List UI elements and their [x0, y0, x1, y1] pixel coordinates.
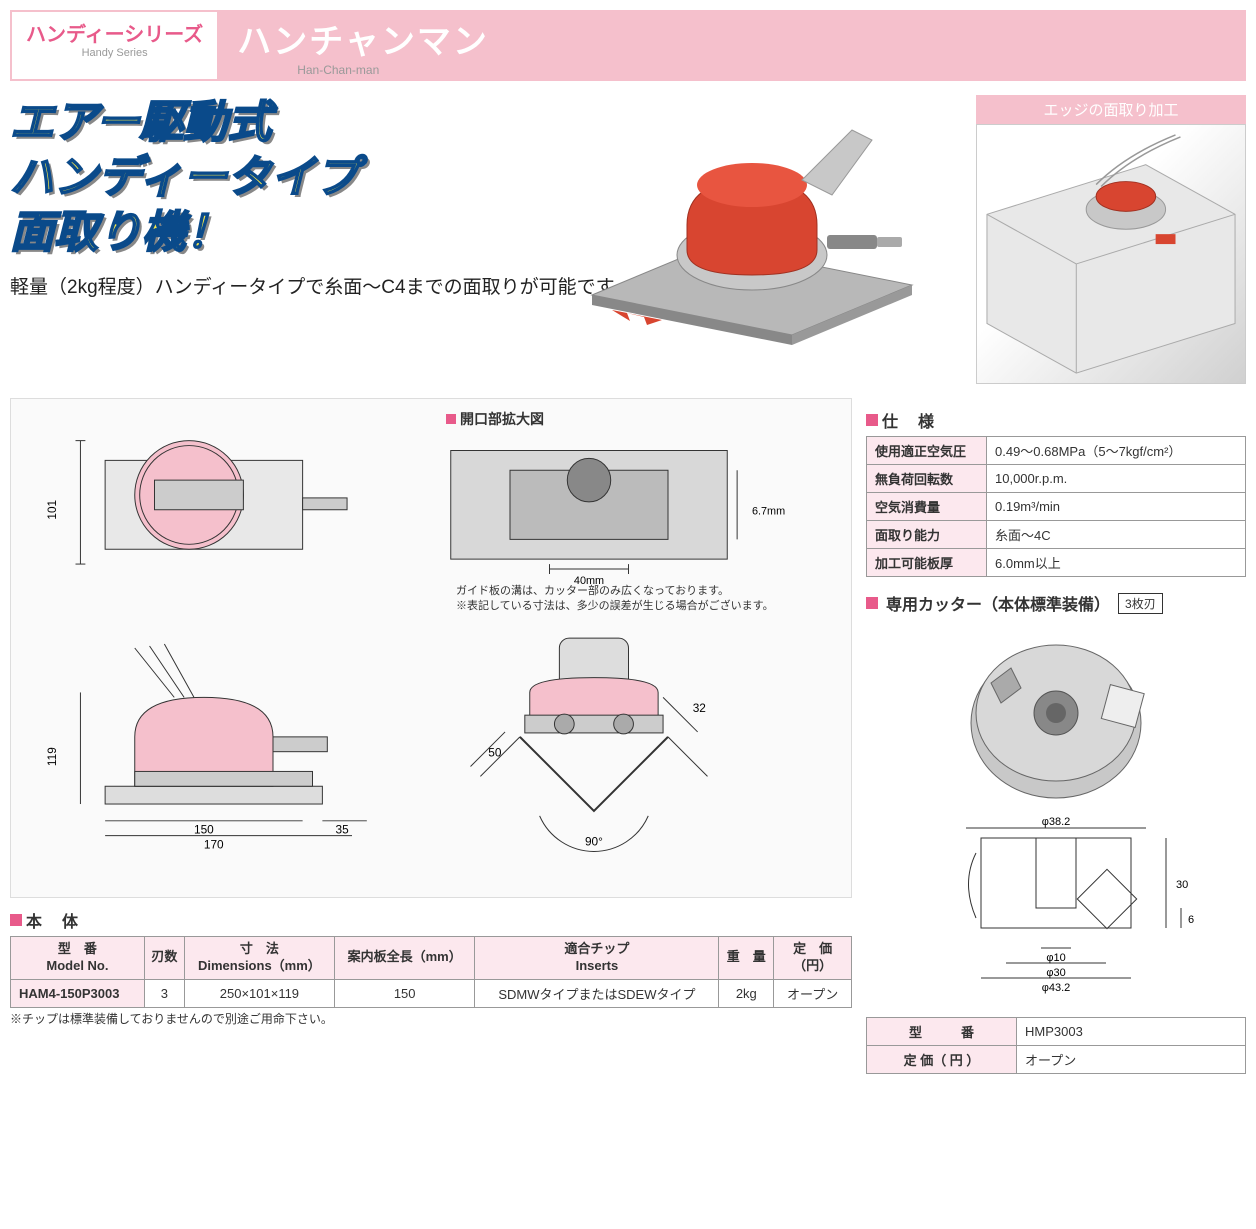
cutter-label: 専用カッター（本体標準装備）: [886, 591, 1110, 615]
cutter-diagram: φ38.2 30 6 φ10 φ30 φ43.2: [866, 623, 1246, 1013]
main-body-label: 本 体: [10, 908, 852, 932]
hero-line2: ハンディータイプ: [10, 153, 359, 202]
cell-weight: 2kg: [719, 979, 774, 1007]
diag-note1: ガイド板の溝は、カッター部のみ広くなっております。: [456, 584, 774, 599]
cutter-badge: 3枚刃: [1118, 593, 1163, 614]
pink-square-icon: [446, 414, 456, 424]
dimension-diagrams: 101 40mm 6.7mm: [10, 398, 852, 898]
col-blades: 刃数: [144, 937, 184, 980]
svg-text:6: 6: [1188, 914, 1194, 926]
title-box: ハンチャンマン Han-Chan-man: [219, 10, 1246, 81]
col-weight: 重 量: [719, 937, 774, 980]
svg-text:90°: 90°: [585, 835, 603, 849]
spec-text: 仕 様: [882, 408, 936, 432]
page-header: ハンディーシリーズ Handy Series ハンチャンマン Han-Chan-…: [10, 10, 1246, 81]
opening-text: 開口部拡大図: [460, 409, 544, 429]
edge-box: エッジの面取り加工: [976, 95, 1246, 384]
svg-text:32: 32: [693, 701, 706, 715]
right-column: 仕 様 使用適正空気圧0.49～0.68MPa（5～7kgf/cm²） 無負荷回…: [866, 398, 1246, 1074]
main-body-note: ※チップは標準装備しておりませんので別途ご用命下さい。: [10, 1010, 852, 1027]
hero-section: エアー駆動式 ハンディータイプ 面取り機！ 軽量（2kg程度）ハンディータイプで…: [10, 95, 1246, 384]
diag-note2: ※表記している寸法は、多少の誤差が生じる場合がございます。: [456, 599, 774, 614]
cell-inserts: SDMWタイプまたはSDEWタイプ: [475, 979, 719, 1007]
series-en: Handy Series: [26, 47, 203, 59]
spec-table: 使用適正空気圧0.49～0.68MPa（5～7kgf/cm²） 無負荷回転数10…: [866, 436, 1246, 577]
svg-text:6.7mm: 6.7mm: [752, 506, 785, 518]
spec-row: 使用適正空気圧0.49～0.68MPa（5～7kgf/cm²）: [867, 437, 1246, 465]
col-price: 定 価（円）: [774, 937, 852, 980]
spec-row: 空気消費量0.19m³/min: [867, 493, 1246, 521]
cell-guide: 150: [335, 979, 475, 1007]
spec-label: 仕 様: [866, 408, 1246, 432]
title-jp: ハンチャンマン: [237, 14, 1228, 63]
dim-101: 101: [45, 499, 59, 519]
spec-row: 無負荷回転数10,000r.p.m.: [867, 465, 1246, 493]
cutter-header: 専用カッター（本体標準装備） 3枚刃: [866, 591, 1246, 615]
cell-dims: 250×101×119: [184, 979, 334, 1007]
svg-text:119: 119: [45, 747, 59, 766]
edge-image: [976, 124, 1246, 384]
hero-line3: 面取り機！: [10, 208, 230, 257]
cutter-spec-table: 型 番 HMP3003 定 価（ 円 ） オープン: [866, 1017, 1246, 1074]
series-box: ハンディーシリーズ Handy Series: [10, 10, 219, 81]
svg-text:φ30: φ30: [1046, 967, 1065, 979]
product-image: [532, 85, 972, 365]
cell-blades: 3: [144, 979, 184, 1007]
table-row: HAM4-150P3003 3 250×101×119 150 SDMWタイプま…: [11, 979, 852, 1007]
hero-line1: エアー駆動式: [10, 98, 271, 147]
spec-row: 加工可能板厚6.0mm以上: [867, 549, 1246, 577]
svg-text:150: 150: [194, 823, 214, 837]
left-column: 101 40mm 6.7mm: [10, 398, 852, 1074]
main-body-table: 型 番Model No. 刃数 寸 法Dimensions（mm） 案内板全長（…: [10, 936, 852, 1008]
opening-label: 開口部拡大図: [446, 409, 544, 429]
svg-text:φ10: φ10: [1046, 952, 1065, 964]
col-guide: 案内板全長（mm）: [335, 937, 475, 980]
cutter-spec-row: 型 番 HMP3003: [867, 1018, 1246, 1046]
title-en: Han-Chan-man: [297, 63, 1228, 77]
pink-square-icon: [10, 914, 22, 926]
main-body-text: 本 体: [26, 908, 80, 932]
svg-text:30: 30: [1176, 879, 1188, 891]
svg-text:170: 170: [204, 837, 224, 851]
svg-text:35: 35: [336, 823, 350, 837]
spec-row: 面取り能力糸面～4C: [867, 521, 1246, 549]
pink-square-icon: [866, 414, 878, 426]
cell-price: オープン: [774, 979, 852, 1007]
main-content: 101 40mm 6.7mm: [10, 398, 1246, 1074]
svg-text:50: 50: [488, 746, 502, 760]
series-jp: ハンディーシリーズ: [26, 18, 203, 47]
col-inserts: 適合チップInserts: [475, 937, 719, 980]
col-dims: 寸 法Dimensions（mm）: [184, 937, 334, 980]
pink-square-icon: [866, 597, 878, 609]
cutter-spec-row: 定 価（ 円 ） オープン: [867, 1046, 1246, 1074]
diagram-notes: ガイド板の溝は、カッター部のみ広くなっております。 ※表記している寸法は、多少の…: [456, 584, 774, 615]
svg-text:φ38.2: φ38.2: [1042, 816, 1071, 828]
cell-model: HAM4-150P3003: [11, 979, 145, 1007]
edge-header: エッジの面取り加工: [976, 95, 1246, 124]
col-model: 型 番Model No.: [11, 937, 145, 980]
svg-text:φ43.2: φ43.2: [1042, 982, 1071, 994]
hero-left: エアー駆動式 ハンディータイプ 面取り機！ 軽量（2kg程度）ハンディータイプで…: [10, 95, 962, 384]
